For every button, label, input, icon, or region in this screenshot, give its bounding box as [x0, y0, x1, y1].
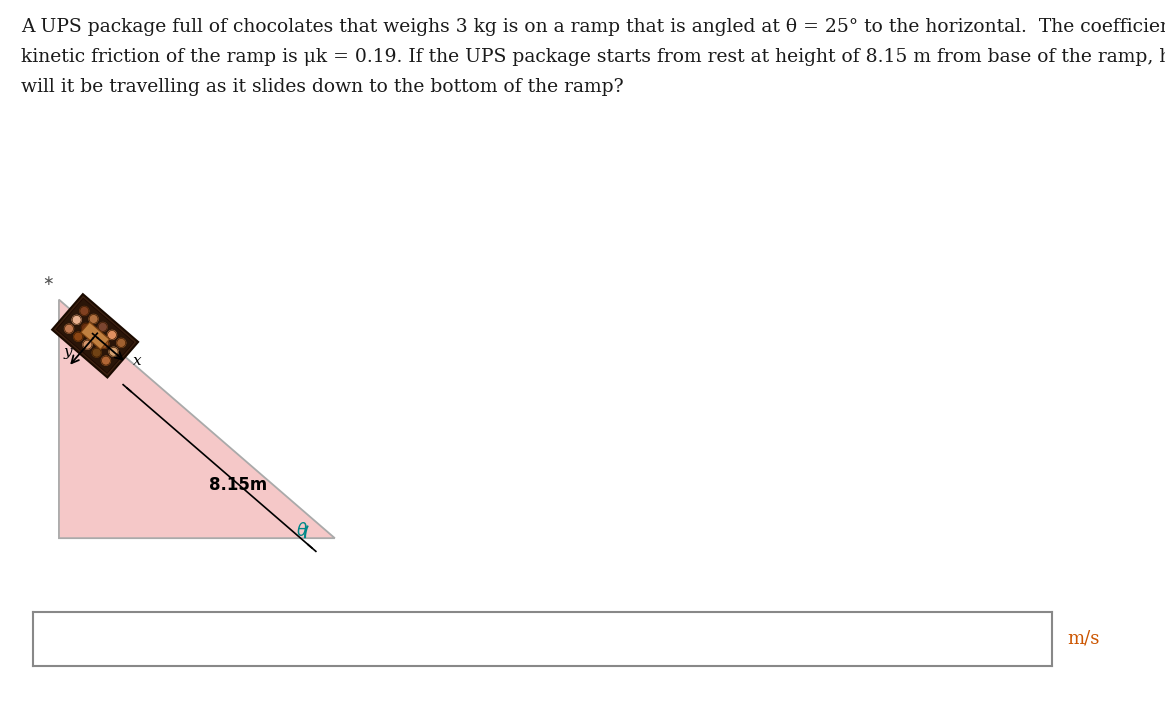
Circle shape	[116, 338, 126, 347]
Text: will it be travelling as it slides down to the bottom of the ramp?: will it be travelling as it slides down …	[21, 78, 623, 96]
Circle shape	[101, 356, 111, 365]
Circle shape	[64, 324, 73, 333]
Text: 8.15m: 8.15m	[209, 476, 267, 494]
Circle shape	[72, 315, 82, 324]
Circle shape	[91, 331, 99, 341]
Circle shape	[80, 307, 89, 315]
Circle shape	[110, 347, 118, 356]
Text: m/s: m/s	[1067, 629, 1100, 648]
Text: ∗: ∗	[42, 274, 54, 288]
Circle shape	[92, 348, 101, 357]
Circle shape	[100, 339, 108, 348]
Circle shape	[83, 340, 92, 349]
Bar	[56, 298, 134, 373]
Text: θ: θ	[297, 522, 308, 540]
Circle shape	[107, 330, 116, 339]
Circle shape	[89, 315, 98, 323]
Circle shape	[82, 323, 91, 333]
Text: y: y	[64, 346, 72, 359]
Circle shape	[73, 332, 83, 341]
Bar	[52, 294, 139, 377]
Text: kinetic friction of the ramp is μk = 0.19. If the UPS package starts from rest a: kinetic friction of the ramp is μk = 0.1…	[21, 48, 1165, 66]
Polygon shape	[59, 300, 334, 538]
Bar	[80, 322, 110, 349]
Text: x: x	[133, 354, 141, 368]
Circle shape	[98, 323, 107, 331]
Text: A UPS package full of chocolates that weighs 3 kg is on a ramp that is angled at: A UPS package full of chocolates that we…	[21, 18, 1165, 36]
